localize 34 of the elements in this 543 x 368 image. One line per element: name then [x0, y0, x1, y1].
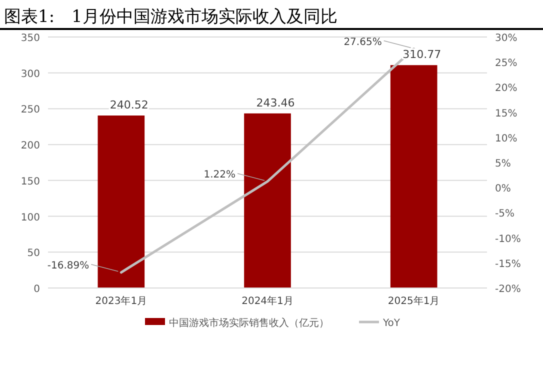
y-tick-label: 150: [20, 176, 40, 188]
x-tick-label: 2023年1月: [95, 295, 148, 307]
y-tick-label: 200: [20, 140, 40, 152]
legend-label: 中国游戏市场实际销售收入（亿元）: [169, 317, 329, 329]
data-label: -16.89%: [47, 260, 90, 272]
y-tick-label: 50: [27, 248, 40, 260]
y-tick-label: 0: [34, 284, 40, 295]
bar: [98, 116, 145, 288]
y2-tick-label: 15%: [495, 108, 518, 120]
y2-tick-label: 5%: [495, 158, 511, 170]
bar: [390, 65, 438, 288]
y-tick-label: 100: [20, 212, 40, 224]
y-tick-label: 300: [20, 68, 40, 80]
chart-title: 图表1: 1月份中国游戏市场实际收入及同比: [4, 7, 338, 27]
bar: [244, 113, 291, 288]
legend-label: YoY: [382, 318, 401, 329]
x-tick-label: 2024年1月: [242, 295, 294, 307]
data-label: 243.46: [256, 96, 295, 110]
y2-tick-label: -5%: [495, 208, 514, 220]
x-tick-label: 2025年1月: [388, 295, 440, 307]
data-label: 27.65%: [344, 36, 382, 48]
data-label: 240.52: [110, 98, 148, 112]
y-tick-label: 250: [20, 104, 40, 116]
y2-tick-label: 30%: [495, 33, 518, 44]
data-label: 310.77: [402, 48, 442, 62]
y2-tick-label: 25%: [495, 58, 518, 70]
data-label: 1.22%: [204, 169, 236, 180]
y2-tick-label: 20%: [495, 83, 518, 94]
y2-tick-label: -10%: [495, 234, 521, 245]
y-tick-label: 350: [20, 33, 40, 44]
y2-tick-label: 0%: [495, 184, 511, 195]
y2-tick-label: -15%: [495, 258, 521, 270]
y2-tick-label: 10%: [495, 133, 518, 144]
y2-tick-label: -20%: [495, 284, 521, 295]
